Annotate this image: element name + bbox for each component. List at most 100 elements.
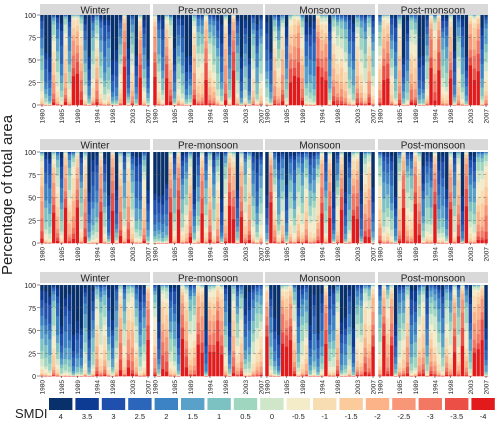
bar-segment-2000-smdi--0.5 [231, 157, 236, 162]
bar-segment-1983-smdi--1.5 [390, 241, 394, 243]
bar-segment-1989-smdi-0 [188, 321, 193, 335]
bar-segment-2000-smdi--1.5 [231, 320, 236, 337]
bar-segment-2006-smdi--1.5 [480, 203, 484, 218]
bar-segment-2006-smdi-1.5 [255, 67, 259, 84]
bar-segment-2001-smdi-3 [122, 286, 127, 290]
bar-segment-1988-smdi--2 [296, 230, 301, 237]
bar-segment-1992-smdi-3 [200, 16, 204, 18]
bar-segment-2006-smdi--1.5 [367, 172, 371, 190]
bar-segment-2005-smdi-4 [138, 285, 142, 290]
bar-segment-1984-smdi--2 [55, 101, 60, 105]
bar-segment-1985-smdi-0 [397, 171, 402, 182]
bar-segment-1995-smdi--1.5 [437, 242, 441, 243]
bar-segment-1997-smdi-0 [107, 242, 111, 243]
bar-segment-1994-smdi-0.5 [95, 294, 99, 300]
bar-segment-1992-smdi-2.5 [425, 26, 429, 35]
bar-segment-1992-smdi-1 [425, 195, 429, 209]
bar-segment-1999-smdi-4 [114, 152, 119, 191]
bar-segment-1981-smdi-3 [157, 20, 161, 24]
bar-segment-2000-smdi--3 [456, 102, 461, 105]
bar-segment-1995-smdi--4 [212, 104, 216, 106]
bar-segment-1985-smdi-4 [59, 285, 64, 327]
bar-segment-2001-smdi--1 [347, 98, 352, 103]
bar-segment-1992-smdi-1 [425, 55, 429, 63]
bar-segment-2007-smdi--0.5 [371, 85, 375, 97]
bar-segment-1983-smdi-2 [390, 34, 394, 41]
bar-segment-1986-smdi-2.5 [63, 315, 68, 332]
bar-segment-2000-smdi--2.5 [343, 98, 348, 103]
bar-segment-1999-smdi--1 [227, 102, 232, 105]
bar-segment-1998-smdi-0.5 [223, 167, 228, 180]
bar-segment-2001-smdi-0.5 [235, 237, 240, 241]
bar-segment-1980-smdi-0.5 [378, 165, 382, 177]
bar-segment-1997-smdi-0.5 [220, 285, 224, 288]
bar-segment-1987-smdi--1.5 [67, 100, 72, 103]
bar-segment-1994-smdi-1 [208, 285, 212, 288]
bar-segment-1985-smdi--3 [397, 93, 402, 101]
bar-segment-1982-smdi-2 [273, 156, 277, 160]
bar-segment-1998-smdi-1.5 [335, 174, 340, 181]
bar-segment-2006-smdi--2 [480, 217, 484, 227]
bar-segment-2001-smdi--2.5 [347, 104, 352, 106]
panel-strip [378, 139, 488, 150]
bar-segment-1994-smdi-1.5 [95, 16, 99, 21]
bar-segment-1981-smdi-1.5 [44, 334, 48, 346]
bar-segment-2005-smdi--2 [363, 101, 367, 104]
bar-segment-1990-smdi-0 [192, 314, 196, 332]
bar-segment-2006-smdi-4 [255, 285, 259, 286]
bar-segment-1988-smdi-4 [184, 152, 189, 153]
bar-segment-2002-smdi-2 [351, 60, 356, 70]
bar-segment-1985-smdi-2 [172, 313, 177, 322]
bar-segment-2006-smdi-2.5 [142, 302, 146, 308]
bar-segment-1985-smdi-3 [172, 158, 177, 165]
bar-segment-1987-smdi-3 [67, 152, 72, 154]
bar-segment-2000-smdi--3.5 [118, 359, 123, 371]
bar-segment-1988-smdi--2.5 [296, 236, 301, 240]
bar-segment-2007-smdi-2 [484, 23, 488, 29]
bar-segment-1983-smdi--4 [52, 375, 56, 377]
bar-segment-1993-smdi-3 [429, 162, 433, 169]
bar-segment-1992-smdi-0.5 [200, 43, 204, 54]
bar-segment-2001-smdi--1.5 [235, 363, 240, 368]
bar-segment-1994-smdi--1.5 [95, 333, 99, 347]
bar-segment-1995-smdi--0.5 [99, 344, 103, 359]
bar-segment-1986-smdi--1 [63, 45, 68, 62]
bar-segment-1992-smdi-0.5 [312, 200, 316, 208]
bar-segment-2003-smdi--1.5 [130, 321, 135, 332]
bar-segment-2006-smdi-0 [367, 27, 371, 37]
bar-segment-1995-smdi--3.5 [99, 202, 103, 212]
bar-segment-1989-smdi--3.5 [300, 97, 305, 102]
bar-segment-2004-smdi-4 [134, 285, 138, 286]
bar-segment-1999-smdi--1 [339, 157, 344, 165]
bar-segment-1997-smdi-3 [220, 43, 224, 57]
bar-segment-2002-smdi--1 [464, 153, 469, 156]
bar-segment-1986-smdi-3 [176, 18, 181, 26]
bar-segment-2003-smdi-1.5 [468, 184, 473, 203]
bar-segment-2001-smdi--0.5 [122, 345, 127, 359]
bar-segment-2003-smdi-0.5 [243, 184, 248, 202]
bar-segment-2004-smdi--1.5 [134, 357, 138, 368]
bar-segment-1988-smdi-2 [296, 156, 301, 163]
bar-segment-1992-smdi--0.5 [200, 155, 204, 158]
bar-segment-1982-smdi-3 [161, 204, 165, 215]
bar-segment-2006-smdi--1 [255, 241, 259, 243]
bar-segment-2005-smdi--0.5 [251, 69, 255, 79]
bar-segment-2000-smdi--2 [231, 176, 236, 191]
bar-segment-1984-smdi-1 [168, 332, 173, 340]
bar-segment-1981-smdi-2.5 [44, 318, 48, 326]
bar-segment-1984-smdi--4 [55, 240, 60, 244]
bar-segment-1989-smdi--1.5 [413, 67, 418, 82]
bar-segment-1988-smdi-0 [296, 15, 301, 18]
bar-segment-1980-smdi-0.5 [378, 32, 382, 47]
bar-segment-1986-smdi-3 [401, 64, 406, 78]
bar-segment-2003-smdi--2 [130, 90, 135, 97]
bar-segment-1981-smdi-4 [157, 285, 161, 323]
bar-segment-2001-smdi-4 [235, 15, 240, 19]
bar-segment-1983-smdi--0.5 [277, 234, 281, 239]
bar-segment-1994-smdi-0 [208, 289, 212, 293]
bar-segment-1994-smdi-1 [208, 153, 212, 156]
bar-segment-1997-smdi--1 [445, 95, 449, 101]
bar-segment-2006-smdi-3 [142, 294, 146, 303]
bar-segment-2002-smdi--3 [126, 222, 131, 230]
bar-segment-1997-smdi-1.5 [332, 234, 336, 240]
